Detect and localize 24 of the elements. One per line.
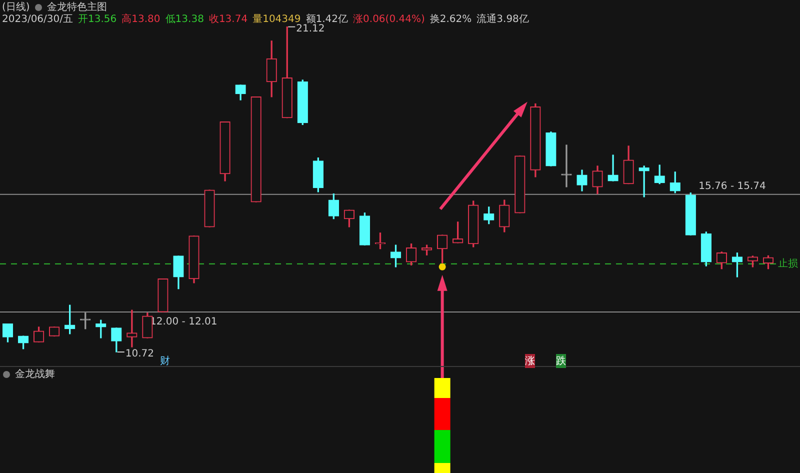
text: 涨0.06(0.44%) (353, 12, 425, 26)
text: 量104349 (252, 13, 301, 25)
text: 开13.56 (78, 13, 117, 26)
text: 换2.62% (430, 13, 472, 26)
text: 低13.38 (165, 13, 204, 26)
text: 收13.74 (208, 13, 248, 26)
text: 金龙特色主图 (46, 0, 107, 14)
candlestick (608, 154, 618, 182)
annotation: 21.12 (296, 23, 325, 34)
chart-title: (日线) (2, 0, 30, 14)
ref-line-label: 止损 (778, 257, 798, 270)
ref-line-label: 15.76 - 15.74 (698, 181, 766, 192)
text: 额1.42亿 (306, 12, 348, 25)
ref-line-label: 12.00 - 12.01 (150, 316, 218, 328)
text: 跌 (556, 354, 566, 368)
text: 金龙战舞 (15, 368, 55, 381)
text: 高13.80 (122, 12, 160, 26)
text: 2023/06/30/五 (2, 13, 74, 26)
text: 财 (160, 354, 170, 368)
annotation: 10.72 (125, 348, 154, 360)
candlestick (561, 144, 572, 188)
text: 涨 (525, 354, 535, 368)
candlestick (126, 310, 138, 348)
text: 流通3.98亿 (476, 12, 529, 26)
